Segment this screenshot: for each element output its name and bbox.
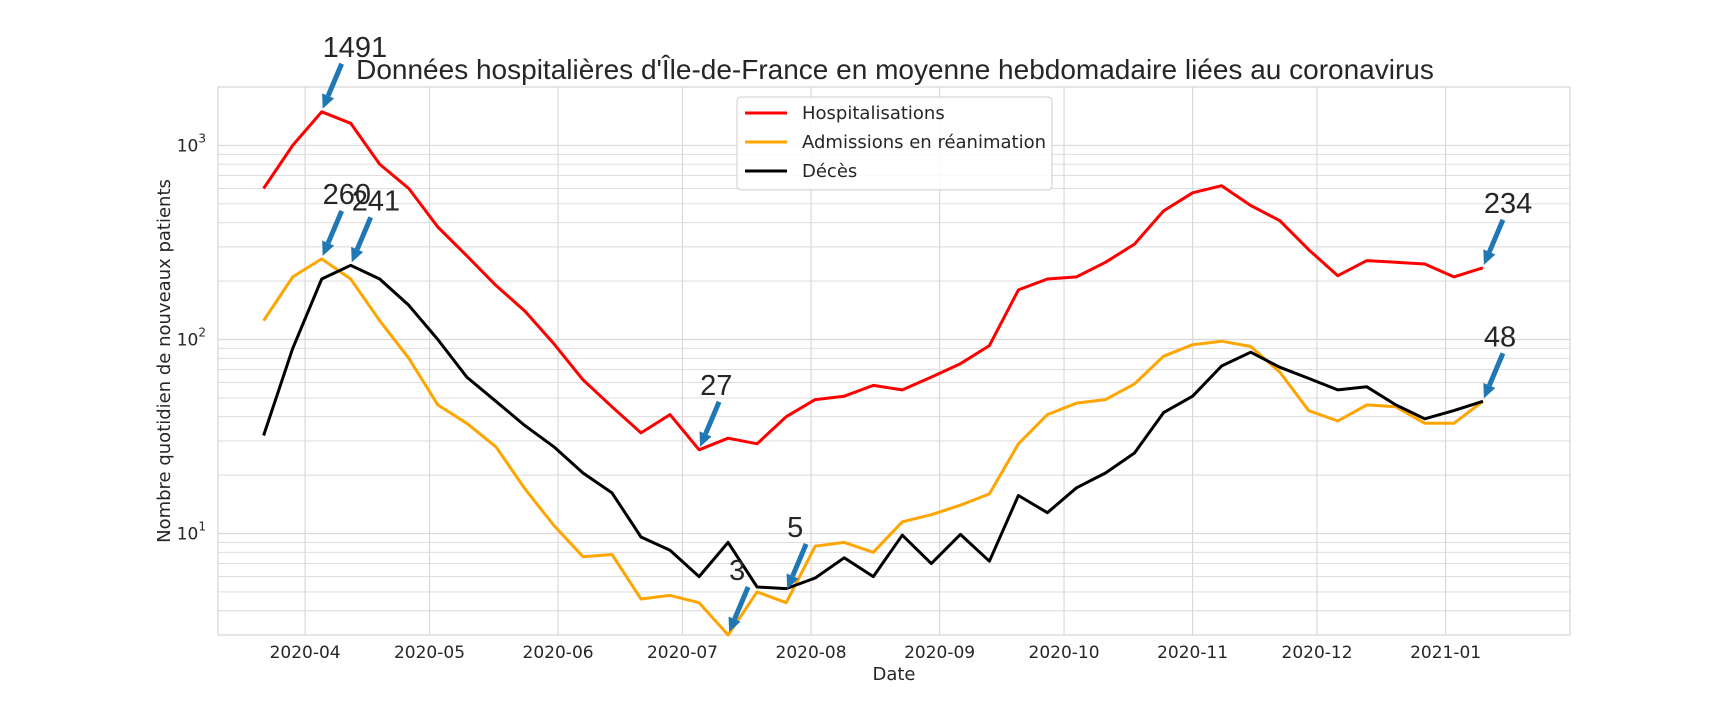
annotation-arrow xyxy=(1487,352,1506,387)
annotation-label: 241 xyxy=(352,185,400,217)
annotation-arrowhead xyxy=(786,573,799,589)
x-tick-label: 2020-10 xyxy=(1029,643,1100,663)
annotation-arrowhead xyxy=(322,93,335,109)
x-tick-label: 2020-09 xyxy=(904,643,975,663)
series-line-0 xyxy=(262,110,1484,452)
x-tick-label: 2020-06 xyxy=(523,643,594,663)
annotation-arrow xyxy=(325,209,344,245)
series-lines xyxy=(262,110,1484,637)
x-tick-label: 2020-05 xyxy=(394,643,465,663)
legend: Hospitalisations Admissions en réanimatio… xyxy=(736,96,1053,191)
axis-ticks: 101 102 103 2020-04 2020-05 2020-06 2020-07 202… xyxy=(177,131,1481,663)
series-line-2 xyxy=(262,263,1484,591)
x-tick-label: 2020-07 xyxy=(647,643,718,663)
annotation-arrow xyxy=(790,542,809,578)
annotation-arrowhead xyxy=(322,240,335,256)
annotation-arrowhead xyxy=(351,246,364,263)
legend-label: Décès xyxy=(802,161,857,182)
legend-label: Hospitalisations xyxy=(802,103,945,124)
annotation-arrow xyxy=(1487,218,1506,253)
annotation-label: 27 xyxy=(700,370,732,402)
annotation-arrow xyxy=(732,586,751,621)
x-tick-label: 2020-08 xyxy=(776,643,847,663)
annotation-label: 3 xyxy=(729,555,745,587)
annotation-arrowhead xyxy=(699,431,712,447)
annotation-label: 48 xyxy=(1484,321,1516,353)
annotation-label: 234 xyxy=(1484,188,1532,220)
legend-label: Admissions en réanimation xyxy=(802,132,1046,153)
x-axis-label: Date xyxy=(872,664,915,685)
annotation-arrowhead xyxy=(728,616,741,632)
annotation-arrow xyxy=(325,62,344,97)
y-tick-label: 103 xyxy=(177,131,206,156)
annotation-label: 1491 xyxy=(323,32,388,64)
plot-frame xyxy=(217,86,1571,636)
legend-box xyxy=(736,96,1053,191)
annotation-label: 5 xyxy=(787,512,803,544)
x-tick-label: 2020-11 xyxy=(1157,643,1228,663)
annotation-arrow xyxy=(703,400,722,435)
annotation-arrowhead xyxy=(1483,382,1496,399)
annotation-arrowhead xyxy=(1483,249,1496,265)
annotation-arrow xyxy=(354,216,374,251)
annotation-label: 260 xyxy=(323,179,371,211)
chart-title: Données hospitalières d'Île-de-France en… xyxy=(356,54,1434,85)
series-line-1 xyxy=(262,257,1484,637)
y-axis-label: Nombre quotidien de nouveaux patients xyxy=(154,179,175,543)
y-tick-label: 101 xyxy=(177,520,206,545)
x-tick-label: 2020-12 xyxy=(1282,643,1353,663)
x-tick-label: 2021-01 xyxy=(1410,643,1481,663)
y-tick-label: 102 xyxy=(177,325,206,350)
x-tick-label: 2020-04 xyxy=(270,643,341,663)
